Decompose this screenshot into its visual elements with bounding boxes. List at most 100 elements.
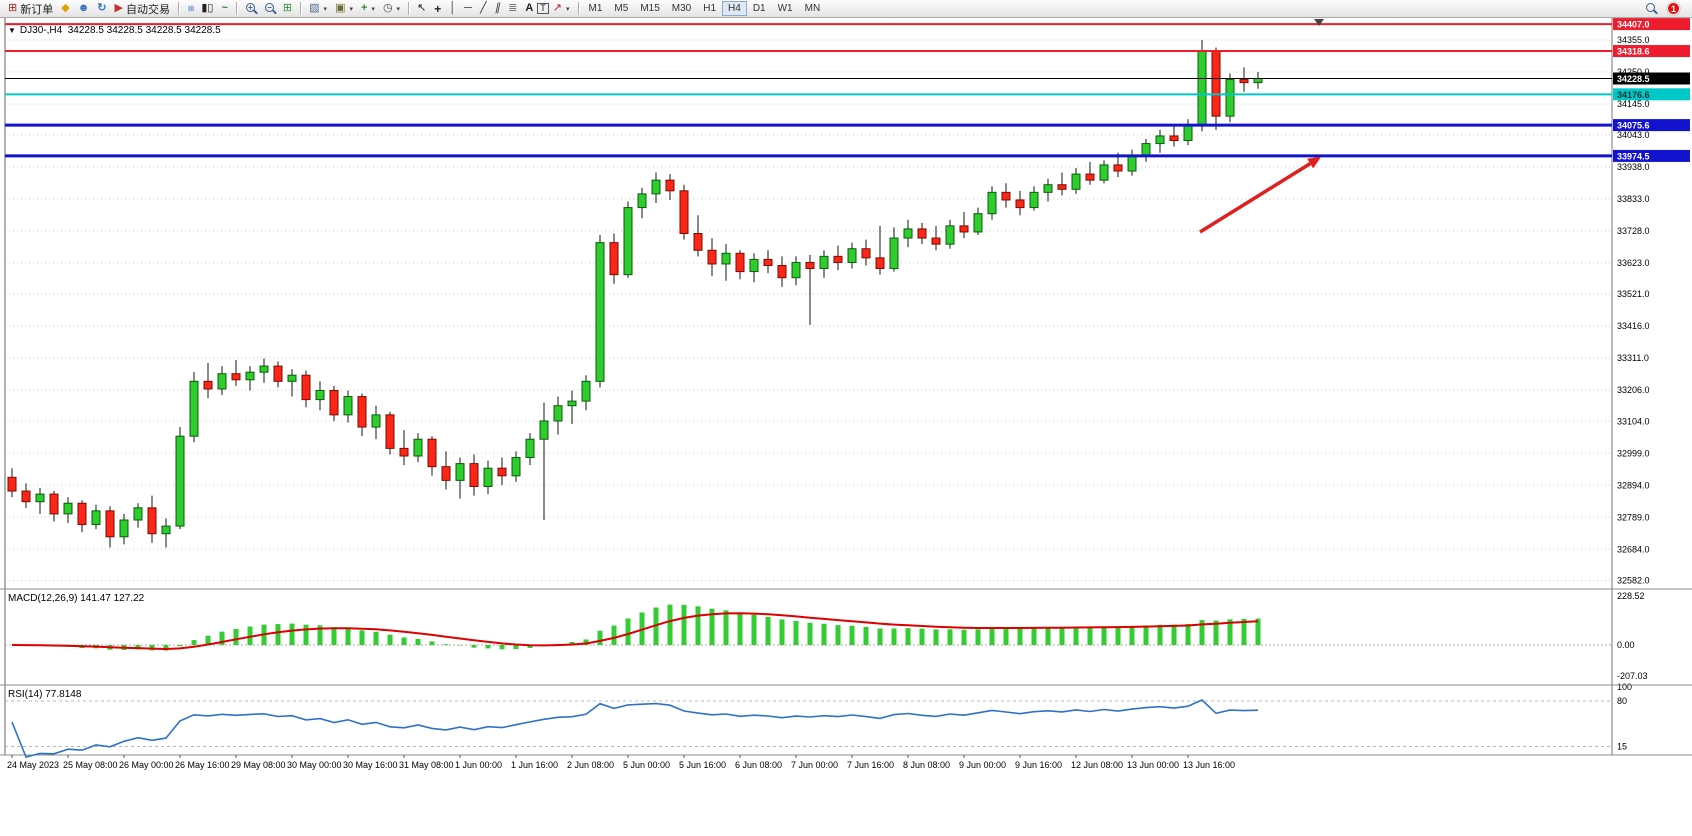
timeframe-w1[interactable]: W1: [777, 3, 793, 14]
svg-text:9 Jun 00:00: 9 Jun 00:00: [959, 760, 1006, 770]
zoom-out-icon[interactable]: −: [264, 2, 274, 12]
svg-text:29 May 08:00: 29 May 08:00: [231, 760, 286, 770]
line-chart-type-icon[interactable]: ~: [221, 2, 228, 14]
svg-text:33623.0: 33623.0: [1617, 258, 1650, 268]
indicators-icon: +: [360, 2, 368, 14]
arrows-tool-button[interactable]: ↗ ▾: [549, 1, 574, 17]
horizontal-line-icon[interactable]: ─: [464, 2, 472, 14]
svg-text:6 Jun 08:00: 6 Jun 08:00: [735, 760, 782, 770]
svg-text:26 May 00:00: 26 May 00:00: [119, 760, 174, 770]
svg-text:5 Jun 16:00: 5 Jun 16:00: [679, 760, 726, 770]
new-order-button[interactable]: ⊞ 新订单: [4, 1, 57, 17]
timeframe-m30[interactable]: M30: [671, 3, 692, 14]
timeframe-m5[interactable]: M5: [614, 3, 629, 14]
autotrading-button[interactable]: ▶ 自动交易: [110, 1, 173, 17]
svg-text:34407.0: 34407.0: [1617, 20, 1650, 30]
svg-text:1 Jun 16:00: 1 Jun 16:00: [511, 760, 558, 770]
svg-text:33728.0: 33728.0: [1617, 226, 1650, 236]
chart-window[interactable]: 34355.0 34250.0 34145.0 34043.0 33938.0 33833…: [0, 18, 1692, 836]
search-icon[interactable]: [1646, 3, 1655, 12]
symbol-dropdown-icon[interactable]: ▼: [8, 26, 16, 35]
svg-text:33416.0: 33416.0: [1617, 321, 1650, 331]
svg-text:33833.0: 33833.0: [1617, 194, 1650, 204]
svg-text:0.00: 0.00: [1617, 640, 1635, 650]
period-clock-button[interactable]: ◷ ▾: [379, 1, 404, 17]
svg-text:15: 15: [1617, 742, 1627, 752]
timeframe-mn[interactable]: MN: [804, 3, 821, 14]
indicators-button[interactable]: + ▾: [357, 1, 379, 17]
tile-windows-icon[interactable]: ⊞: [282, 2, 293, 14]
timeframe-d1[interactable]: D1: [752, 3, 766, 14]
svg-text:80: 80: [1617, 696, 1627, 706]
timeframe-h1[interactable]: H1: [703, 3, 717, 14]
price-badge-34407.0: [1613, 18, 1690, 31]
timeframe-m15[interactable]: M15: [640, 3, 660, 14]
candlestick-type-icon[interactable]: ▮▯: [201, 2, 214, 14]
svg-text:34043.0: 34043.0: [1617, 130, 1650, 140]
price-chart-canvas[interactable]: 34355.0 34250.0 34145.0 34043.0 33938.0 33833…: [0, 18, 1692, 836]
svg-text:32999.0: 32999.0: [1617, 448, 1650, 458]
svg-text:1 Jun 00:00: 1 Jun 00:00: [455, 760, 502, 770]
clock-icon: ◷: [382, 2, 393, 14]
svg-text:5 Jun 00:00: 5 Jun 00:00: [623, 760, 670, 770]
new-chart-button[interactable]: ▧ ▾: [305, 1, 331, 17]
toolbar-separator: [577, 2, 579, 15]
svg-text:24 May 2023: 24 May 2023: [7, 760, 59, 770]
arrows-tool-icon: ↗: [552, 2, 562, 14]
price-badge-33974.5: [1613, 149, 1690, 162]
timeframe-m1[interactable]: M1: [588, 3, 603, 14]
svg-text:34176.6: 34176.6: [1617, 90, 1650, 100]
trend-arrow-annotation[interactable]: [1199, 156, 1322, 234]
trendline-icon[interactable]: ╱: [479, 2, 487, 14]
svg-text:13 Jun 00:00: 13 Jun 00:00: [1127, 760, 1179, 770]
hline-objects[interactable]: [5, 23, 1612, 158]
svg-text:32684.0: 32684.0: [1617, 544, 1650, 554]
cursor-icon[interactable]: ↖: [417, 2, 427, 14]
timeframe-h4[interactable]: H4: [722, 1, 747, 16]
svg-text:33311.0: 33311.0: [1617, 353, 1649, 363]
toolbar-separator: [235, 2, 237, 15]
profiles-button[interactable]: ▣ ▾: [331, 1, 357, 17]
svg-text:7 Jun 00:00: 7 Jun 00:00: [791, 760, 838, 770]
community-icon[interactable]: ☻: [77, 2, 90, 14]
svg-text:34228.5: 34228.5: [1617, 74, 1650, 84]
svg-text:25 May 08:00: 25 May 08:00: [63, 760, 118, 770]
pane-separators: [0, 588, 1692, 756]
text-tool-icon[interactable]: A: [525, 2, 534, 14]
rsi-label: RSI(14) 77.8148: [8, 689, 82, 700]
macd-signal-line: [11, 612, 1259, 651]
text-label-tool-icon[interactable]: T: [537, 2, 549, 15]
equidistant-channel-icon[interactable]: ∥: [493, 2, 502, 14]
autotrading-icon: ▶: [114, 2, 123, 14]
symbol-label: ▼ DJ30-,H4 34228.5 34228.5 34228.5 34228.…: [8, 25, 221, 36]
zoom-out-sign: −: [267, 2, 272, 12]
svg-text:34355.0: 34355.0: [1617, 35, 1650, 45]
bar-chart-type-icon[interactable]: ≡: [184, 5, 197, 12]
ohlc-values: 34228.5 34228.5 34228.5 34228.5: [67, 25, 221, 36]
chart-shift-marker[interactable]: [1314, 19, 1324, 26]
toolbar-separator: [300, 2, 302, 15]
svg-text:33938.0: 33938.0: [1617, 162, 1650, 172]
notification-badge[interactable]: 1: [1667, 2, 1680, 15]
vertical-line-icon[interactable]: │: [449, 2, 457, 14]
toolbar-separator: [177, 2, 179, 15]
refresh-icon[interactable]: ↻: [97, 2, 107, 14]
svg-text:7 Jun 16:00: 7 Jun 16:00: [847, 760, 894, 770]
svg-text:34145.0: 34145.0: [1617, 99, 1650, 109]
crosshair-icon[interactable]: +: [434, 1, 442, 16]
rsi-line: [11, 699, 1259, 758]
caret-down-icon: ▾: [323, 5, 328, 13]
fibonacci-icon[interactable]: ≣: [508, 2, 518, 14]
caret-down-icon: ▾: [349, 5, 353, 13]
mql5-icon[interactable]: ◆: [61, 2, 70, 14]
svg-text:26 May 16:00: 26 May 16:00: [175, 760, 230, 770]
profiles-icon: ▣: [335, 2, 346, 14]
time-axis: 24 May 2023 25 May 08:00 26 May 00:00 26 Ma…: [7, 755, 1235, 770]
caret-down-icon: ▾: [371, 5, 375, 13]
svg-text:32582.0: 32582.0: [1617, 575, 1650, 585]
svg-text:32789.0: 32789.0: [1617, 512, 1650, 522]
svg-text:12 Jun 08:00: 12 Jun 08:00: [1071, 760, 1123, 770]
svg-text:13 Jun 16:00: 13 Jun 16:00: [1183, 760, 1235, 770]
zoom-in-icon[interactable]: +: [245, 2, 255, 12]
